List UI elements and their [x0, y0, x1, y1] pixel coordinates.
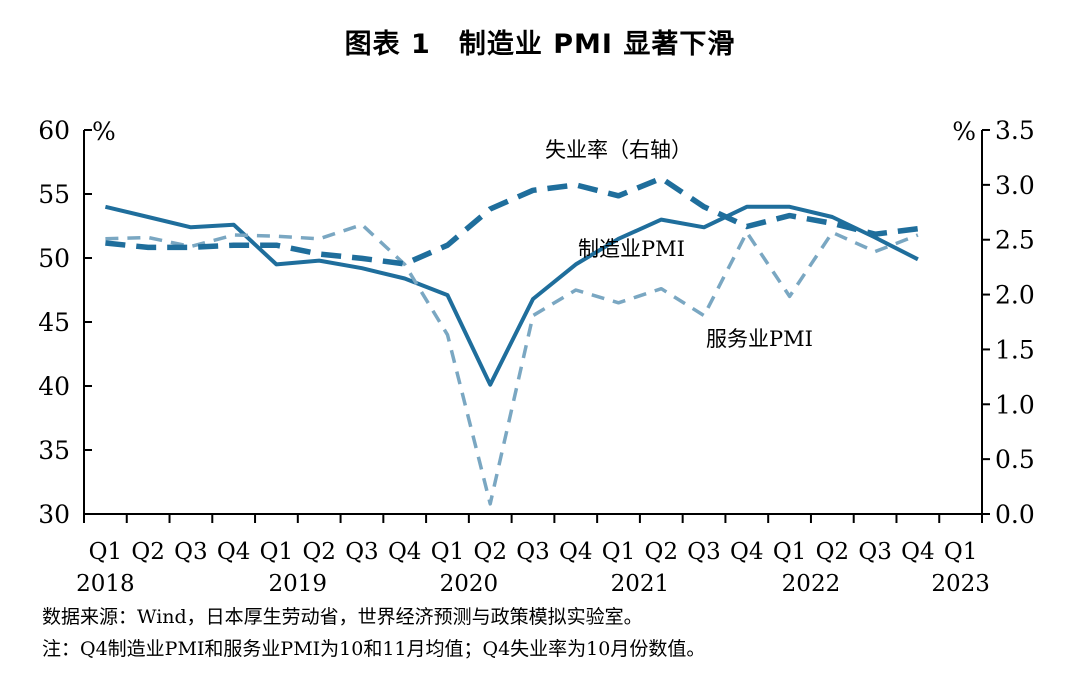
x-quarter-label: Q1 — [260, 539, 294, 565]
chart-axes: 30 35 40 45 50 55 60 % 0.0 0.5 1.0 1.5 2.0 2.5 3.0 3.5%… — [38, 116, 1035, 597]
unemployment-rate-line — [105, 175, 919, 267]
x-year-label: 2019 — [269, 571, 328, 597]
x-quarter-label: Q3 — [174, 539, 208, 565]
x-year-label: 2021 — [611, 571, 670, 597]
x-quarter-label: Q2 — [645, 539, 679, 565]
right-tick-label: 0.0 — [995, 500, 1035, 529]
footnote: 注：Q4制造业PMI和服务业PMI为10和11月均值；Q4失业率为10月份数值。 — [42, 638, 706, 660]
right-tick-label: 1.0 — [995, 390, 1035, 419]
x-quarter-label: Q2 — [131, 539, 165, 565]
unemployment-annotation: 失业率（右轴） — [545, 138, 692, 162]
right-tick-label: 3.0 — [995, 171, 1035, 200]
left-tick-label: 55 — [38, 180, 70, 209]
left-axis-unit: % — [92, 117, 116, 146]
x-quarter-label: Q3 — [687, 539, 721, 565]
x-quarter-label: Q4 — [217, 539, 251, 565]
x-year-label: 2020 — [440, 571, 499, 597]
right-tick-label: 0.5 — [995, 445, 1035, 474]
x-year-label: 2018 — [76, 571, 135, 597]
x-quarter-label: Q2 — [302, 539, 336, 565]
x-quarter-label: Q4 — [388, 539, 422, 565]
x-quarter-label: Q1 — [89, 539, 123, 565]
x-quarter-label: Q4 — [901, 539, 935, 565]
x-quarter-label: Q1 — [602, 539, 636, 565]
x-year-label: 2022 — [782, 571, 841, 597]
x-quarter-label: Q4 — [559, 539, 593, 565]
x-quarter-label: Q1 — [431, 539, 465, 565]
left-tick-label: 30 — [38, 500, 70, 529]
right-tick-label: 3.5 — [995, 116, 1035, 145]
x-quarter-label: Q1 — [773, 539, 807, 565]
chart-title: 图表 1 制造业 PMI 显著下滑 — [344, 29, 736, 60]
x-quarter-label: Q1 — [944, 539, 978, 565]
x-quarter-label: Q3 — [345, 539, 379, 565]
left-tick-label: 50 — [38, 244, 70, 273]
x-quarter-label: Q3 — [516, 539, 550, 565]
right-tick-label: 1.5 — [995, 335, 1035, 364]
left-tick-label: 35 — [38, 436, 70, 465]
source-note: 数据来源：Wind，日本厚生劳动省，世界经济预测与政策模拟实验室。 — [42, 606, 643, 628]
x-quarter-label: Q4 — [730, 539, 764, 565]
series-lines — [104, 175, 919, 506]
left-tick-label: 60 — [38, 116, 70, 145]
manufacturing-pmi-line — [104, 204, 919, 387]
x-quarter-label: Q2 — [473, 539, 507, 565]
x-quarter-label: Q2 — [816, 539, 850, 565]
manufacturing-annotation: 制造业PMI — [578, 237, 685, 261]
right-axis-unit: % — [952, 117, 976, 146]
right-tick-label: 2.0 — [995, 281, 1035, 310]
left-tick-label: 45 — [38, 308, 70, 337]
services-annotation: 服务业PMI — [706, 327, 813, 351]
chart-annotations: 失业率（右轴） 制造业PMI 服务业PMI — [545, 138, 813, 351]
x-year-label: 2023 — [931, 571, 990, 597]
services-pmi-line — [105, 222, 919, 506]
right-tick-label: 2.5 — [995, 226, 1035, 255]
x-quarter-label: Q3 — [858, 539, 892, 565]
left-tick-label: 40 — [38, 372, 70, 401]
